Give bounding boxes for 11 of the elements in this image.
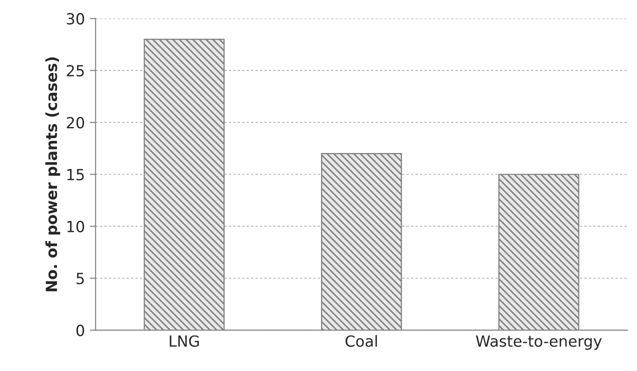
y-tick-label: 5 <box>76 272 84 284</box>
y-tick-label: 10 <box>67 220 84 232</box>
x-tick-label: Waste-to-energy <box>476 336 602 350</box>
x-tick-label: Coal <box>346 335 377 347</box>
x-tick-label: LNG <box>170 335 199 347</box>
y-tick-label: 20 <box>66 116 84 128</box>
y-tick-label: 25 <box>66 64 84 77</box>
y-tick-label: 0 <box>76 324 84 336</box>
y-tick-label: 15 <box>67 169 84 180</box>
y-axis-title: No. of power plants (cases) <box>45 57 60 292</box>
y-tick-label: 30 <box>66 13 84 25</box>
